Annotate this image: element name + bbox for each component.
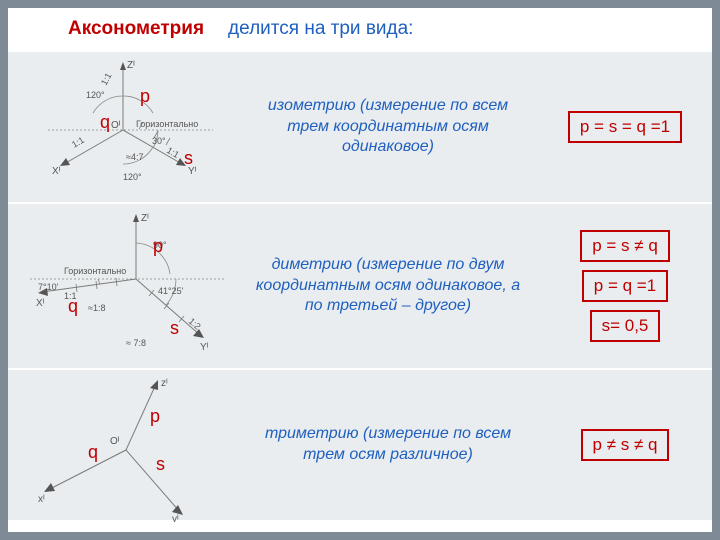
- svg-text:≈1:8: ≈1:8: [88, 303, 105, 313]
- svg-text:120°: 120°: [123, 172, 142, 182]
- row-isometry: Zᴵ Xᴵ Yᴵ Oᴵ Горизонтально 120° 120° 30° …: [8, 50, 712, 202]
- formula-box: p = s ≠ q: [580, 230, 670, 262]
- label-p: p: [153, 236, 163, 256]
- desc-isometry: изометрию (измерение по всем трем коорди…: [238, 50, 538, 202]
- header: Аксонометрия делится на три вида:: [8, 8, 712, 50]
- svg-text:xᴵ: xᴵ: [38, 494, 45, 505]
- row-dimetry: Zᴵ Xᴵ Yᴵ Горизонтально 90° 41°25' 7°10' …: [8, 202, 712, 368]
- svg-text:Xᴵ: Xᴵ: [36, 298, 45, 309]
- label-s: s: [156, 454, 165, 474]
- svg-text:120°: 120°: [86, 90, 105, 100]
- label-q: q: [100, 112, 110, 132]
- diagram-dimetry: Zᴵ Xᴵ Yᴵ Горизонтально 90° 41°25' 7°10' …: [8, 202, 238, 368]
- label-q: q: [88, 442, 98, 462]
- formula-box: p = s = q =1: [568, 111, 682, 143]
- formula-box: p = q =1: [582, 270, 668, 302]
- svg-trimetry: zᴵ xᴵ yᴵ Oᴵ p q s: [8, 370, 238, 522]
- row-trimetry: zᴵ xᴵ yᴵ Oᴵ p q s триметрию (измерение п…: [8, 368, 712, 520]
- svg-text:Oᴵ: Oᴵ: [111, 120, 121, 131]
- svg-text:zᴵ: zᴵ: [161, 378, 168, 389]
- svg-text:41°25': 41°25': [158, 286, 184, 296]
- formula-box: p ≠ s ≠ q: [581, 429, 670, 461]
- svg-text:Zᴵ: Zᴵ: [127, 60, 135, 71]
- formula-isometry: p = s = q =1: [538, 50, 712, 202]
- svg-text:1:1: 1:1: [99, 71, 114, 87]
- svg-text:Xᴵ: Xᴵ: [52, 166, 61, 177]
- svg-text:1:2: 1:2: [187, 316, 203, 332]
- svg-text:yᴵ: yᴵ: [172, 514, 179, 522]
- svg-text:≈4:7: ≈4:7: [126, 152, 143, 162]
- svg-text:1:1: 1:1: [70, 135, 86, 150]
- desc-trimetry: триметрию (измерение по всем трем осям р…: [238, 368, 538, 520]
- label-p: p: [140, 86, 150, 106]
- svg-text:Zᴵ: Zᴵ: [141, 213, 149, 224]
- svg-text:Горизонтально: Горизонтально: [64, 266, 126, 276]
- svg-text:7°10': 7°10': [38, 282, 59, 292]
- svg-text:30°: 30°: [152, 136, 166, 146]
- formula-trimetry: p ≠ s ≠ q: [538, 368, 712, 520]
- formula-box: s= 0,5: [590, 310, 661, 342]
- diagram-isometry: Zᴵ Xᴵ Yᴵ Oᴵ Горизонтально 120° 120° 30° …: [8, 50, 238, 202]
- svg-text:1:1: 1:1: [165, 145, 181, 160]
- label-s: s: [184, 148, 193, 168]
- svg-text:Горизонтально: Горизонтально: [136, 119, 198, 129]
- page: Аксонометрия делится на три вида:: [8, 8, 712, 532]
- diagram-trimetry: zᴵ xᴵ yᴵ Oᴵ p q s: [8, 368, 238, 520]
- label-p: p: [150, 406, 160, 426]
- svg-dimetry: Zᴵ Xᴵ Yᴵ Горизонтально 90° 41°25' 7°10' …: [8, 204, 238, 370]
- svg-text:≈ 7:8: ≈ 7:8: [126, 338, 146, 348]
- table: Zᴵ Xᴵ Yᴵ Oᴵ Горизонтально 120° 120° 30° …: [8, 50, 712, 520]
- label-q: q: [68, 296, 78, 316]
- title-red: Аксонометрия: [68, 18, 204, 40]
- svg-text:Yᴵ: Yᴵ: [200, 342, 209, 353]
- svg-isometry: Zᴵ Xᴵ Yᴵ Oᴵ Горизонтально 120° 120° 30° …: [8, 52, 238, 204]
- label-s: s: [170, 318, 179, 338]
- formula-dimetry: p = s ≠ q p = q =1 s= 0,5: [538, 202, 712, 368]
- desc-dimetry: диметрию (измерение по двум координатным…: [238, 202, 538, 368]
- title-blue: делится на три вида:: [228, 18, 413, 40]
- svg-text:Oᴵ: Oᴵ: [110, 436, 120, 447]
